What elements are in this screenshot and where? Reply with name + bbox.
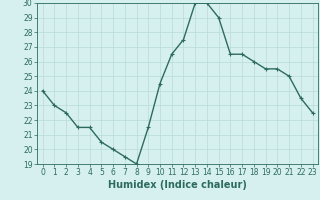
X-axis label: Humidex (Indice chaleur): Humidex (Indice chaleur)	[108, 180, 247, 190]
